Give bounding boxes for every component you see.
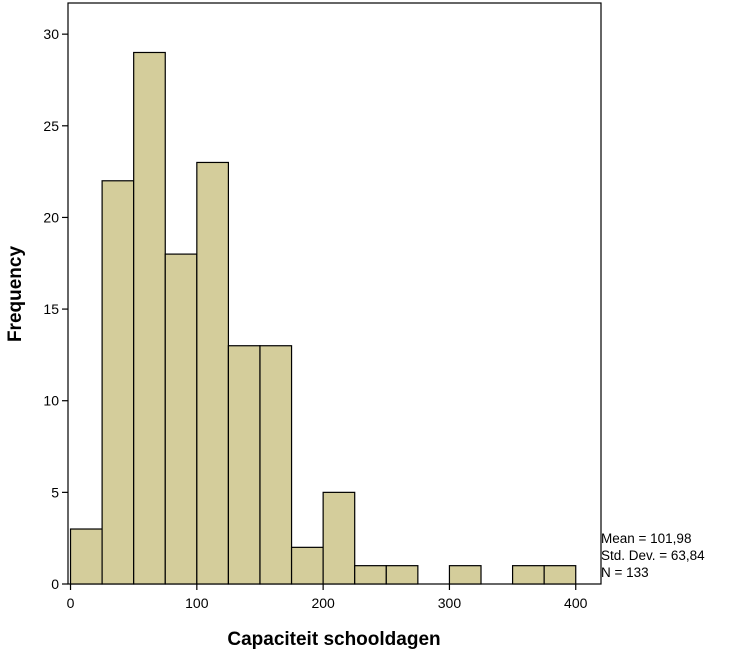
histogram-bar [164,253,198,585]
histogram-bar [196,161,230,585]
x-tick-label: 400 [564,595,588,611]
histogram-bar [133,51,166,585]
bars-group [69,51,577,585]
y-axis-title: Frequency [5,246,26,343]
y-axis: 0 5 10 15 20 25 30 [43,26,68,592]
y-tick-label: 20 [43,209,59,225]
histogram-bar [385,565,419,585]
y-tick-label: 15 [43,301,59,317]
histogram-bar [448,565,482,585]
y-tick-label: 0 [51,576,59,592]
y-tick-label: 25 [43,118,59,134]
x-axis-title: Capaciteit schooldagen [227,629,440,650]
histogram-bar [69,528,103,585]
histogram-bar [101,180,135,585]
y-tick-label: 5 [51,484,59,500]
histogram-bar [290,546,324,585]
stats-line: N = 133 [601,565,649,580]
y-tick-label: 10 [43,393,59,409]
histogram-bar [227,345,261,585]
stats-line: Mean = 101,98 [601,531,691,546]
histogram-bar [354,565,387,585]
stats-line: Std. Dev. = 63,84 [601,548,705,563]
histogram-bar [511,565,545,585]
x-tick-label: 300 [438,595,462,611]
summary-stats: Mean = 101,98 Std. Dev. = 63,84 N = 133 [601,531,705,580]
histogram-bar [543,565,577,585]
x-axis: 0 100 200 300 400 [67,584,588,611]
histogram-bar [259,345,293,585]
x-tick-label: 200 [311,595,335,611]
x-tick-label: 100 [185,595,209,611]
y-tick-label: 30 [43,26,59,42]
histogram-bar [322,491,356,585]
x-tick-label: 0 [67,595,75,611]
